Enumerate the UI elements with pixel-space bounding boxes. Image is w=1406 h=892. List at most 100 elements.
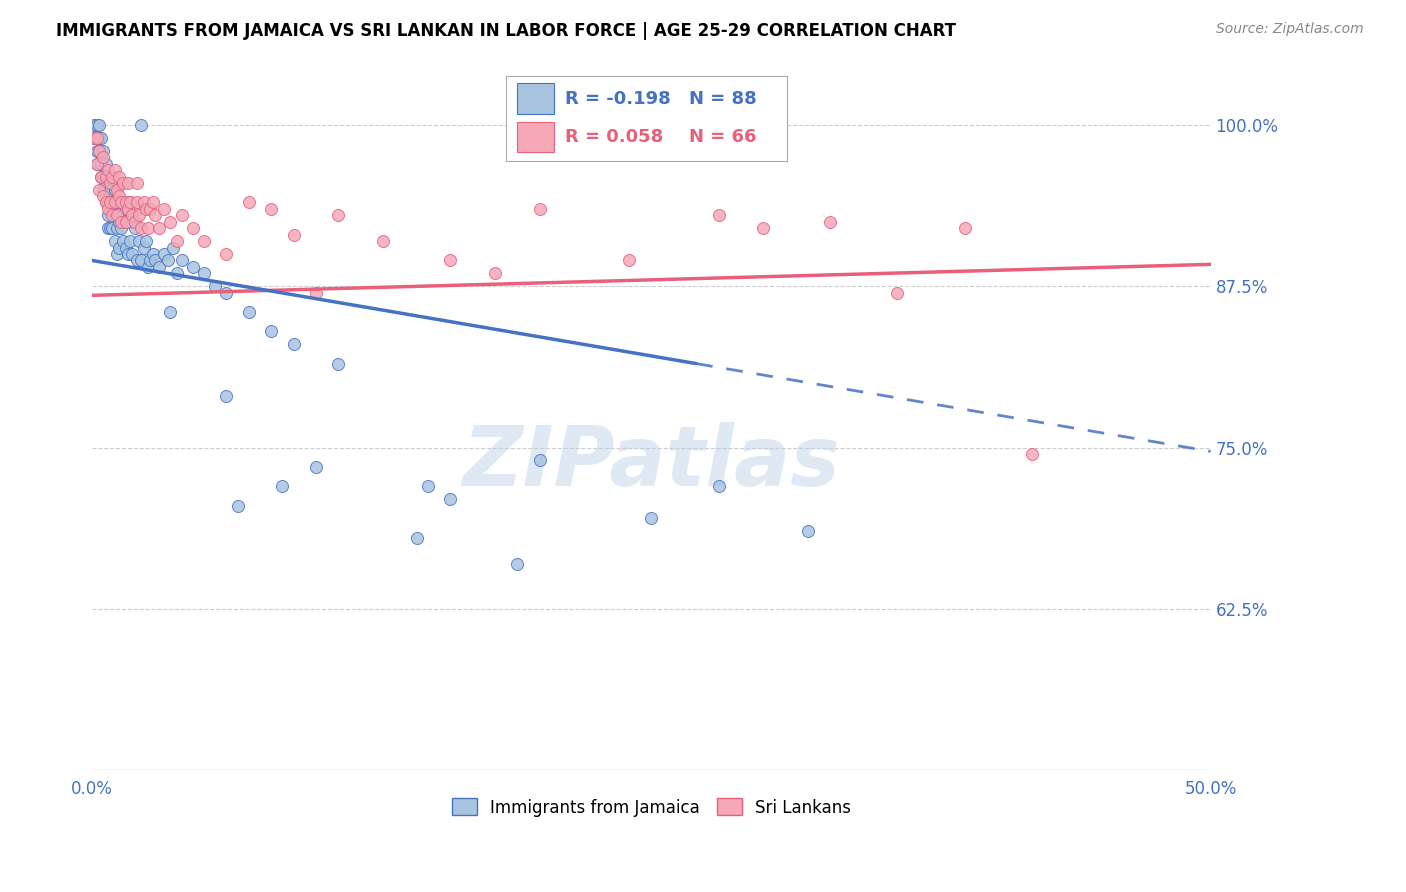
Point bbox=[305, 285, 328, 300]
Point bbox=[797, 524, 820, 539]
Point bbox=[103, 234, 125, 248]
Point bbox=[120, 195, 142, 210]
Point bbox=[131, 118, 153, 132]
Point bbox=[110, 221, 132, 235]
Point bbox=[136, 260, 159, 274]
Point bbox=[135, 202, 157, 216]
Text: N = 88: N = 88 bbox=[689, 90, 756, 108]
Point bbox=[170, 208, 193, 222]
Point bbox=[93, 150, 115, 164]
Point bbox=[98, 221, 121, 235]
Point bbox=[90, 169, 112, 184]
Point bbox=[328, 208, 350, 222]
Point bbox=[112, 208, 135, 222]
Point bbox=[86, 118, 108, 132]
Point bbox=[121, 247, 143, 261]
Point bbox=[193, 266, 215, 280]
Point bbox=[166, 234, 188, 248]
Point bbox=[439, 253, 461, 268]
Point bbox=[83, 118, 105, 132]
Point bbox=[260, 325, 283, 339]
Point bbox=[820, 215, 842, 229]
Point bbox=[371, 234, 394, 248]
Point bbox=[405, 531, 427, 545]
Point bbox=[98, 195, 121, 210]
Point bbox=[142, 247, 165, 261]
Point bbox=[215, 285, 238, 300]
Point bbox=[90, 169, 112, 184]
Point bbox=[90, 157, 112, 171]
Point bbox=[640, 511, 662, 525]
Point bbox=[139, 202, 162, 216]
Point bbox=[617, 253, 640, 268]
Point bbox=[108, 169, 131, 184]
Point bbox=[238, 195, 260, 210]
Point bbox=[226, 499, 249, 513]
Point bbox=[125, 195, 148, 210]
Point bbox=[110, 195, 132, 210]
Point bbox=[484, 266, 506, 280]
Text: R = -0.198: R = -0.198 bbox=[565, 90, 671, 108]
Text: N = 66: N = 66 bbox=[689, 128, 756, 145]
Point bbox=[98, 176, 121, 190]
Point bbox=[215, 247, 238, 261]
Point bbox=[143, 253, 166, 268]
Point bbox=[93, 144, 115, 158]
Point bbox=[193, 234, 215, 248]
Point bbox=[112, 234, 135, 248]
Point bbox=[128, 234, 150, 248]
Point bbox=[112, 176, 135, 190]
Point bbox=[529, 202, 551, 216]
Point bbox=[170, 253, 193, 268]
Point bbox=[101, 169, 124, 184]
Point bbox=[125, 253, 148, 268]
Point bbox=[886, 285, 908, 300]
Point bbox=[86, 157, 108, 171]
Point bbox=[148, 221, 170, 235]
Point bbox=[101, 169, 124, 184]
Point bbox=[110, 215, 132, 229]
Point bbox=[166, 266, 188, 280]
Point bbox=[83, 131, 105, 145]
Point bbox=[707, 208, 730, 222]
Point bbox=[121, 215, 143, 229]
Legend: Immigrants from Jamaica, Sri Lankans: Immigrants from Jamaica, Sri Lankans bbox=[446, 792, 858, 823]
Point bbox=[953, 221, 976, 235]
Point bbox=[97, 163, 120, 178]
Point bbox=[103, 183, 125, 197]
Point bbox=[124, 221, 146, 235]
Point bbox=[328, 357, 350, 371]
Point bbox=[181, 221, 204, 235]
Point bbox=[305, 459, 328, 474]
Point bbox=[87, 131, 110, 145]
Point bbox=[271, 479, 294, 493]
Point bbox=[101, 221, 124, 235]
Point bbox=[136, 221, 159, 235]
Point bbox=[93, 183, 115, 197]
Point bbox=[105, 221, 128, 235]
Point bbox=[157, 253, 180, 268]
Point bbox=[94, 176, 117, 190]
Point bbox=[86, 131, 108, 145]
Point bbox=[143, 208, 166, 222]
Point bbox=[94, 195, 117, 210]
Point bbox=[86, 131, 108, 145]
Point bbox=[108, 189, 131, 203]
Text: IMMIGRANTS FROM JAMAICA VS SRI LANKAN IN LABOR FORCE | AGE 25-29 CORRELATION CHA: IMMIGRANTS FROM JAMAICA VS SRI LANKAN IN… bbox=[56, 22, 956, 40]
Point bbox=[124, 215, 146, 229]
Point bbox=[283, 337, 305, 351]
Point bbox=[142, 195, 165, 210]
Point bbox=[87, 183, 110, 197]
Point bbox=[416, 479, 439, 493]
Point bbox=[110, 195, 132, 210]
Point bbox=[529, 453, 551, 467]
Point bbox=[98, 183, 121, 197]
Point bbox=[103, 163, 125, 178]
Point bbox=[83, 131, 105, 145]
Text: ZIPatlas: ZIPatlas bbox=[463, 422, 841, 503]
Point bbox=[117, 176, 139, 190]
Point bbox=[238, 305, 260, 319]
Text: Source: ZipAtlas.com: Source: ZipAtlas.com bbox=[1216, 22, 1364, 37]
Point bbox=[128, 208, 150, 222]
Point bbox=[87, 144, 110, 158]
